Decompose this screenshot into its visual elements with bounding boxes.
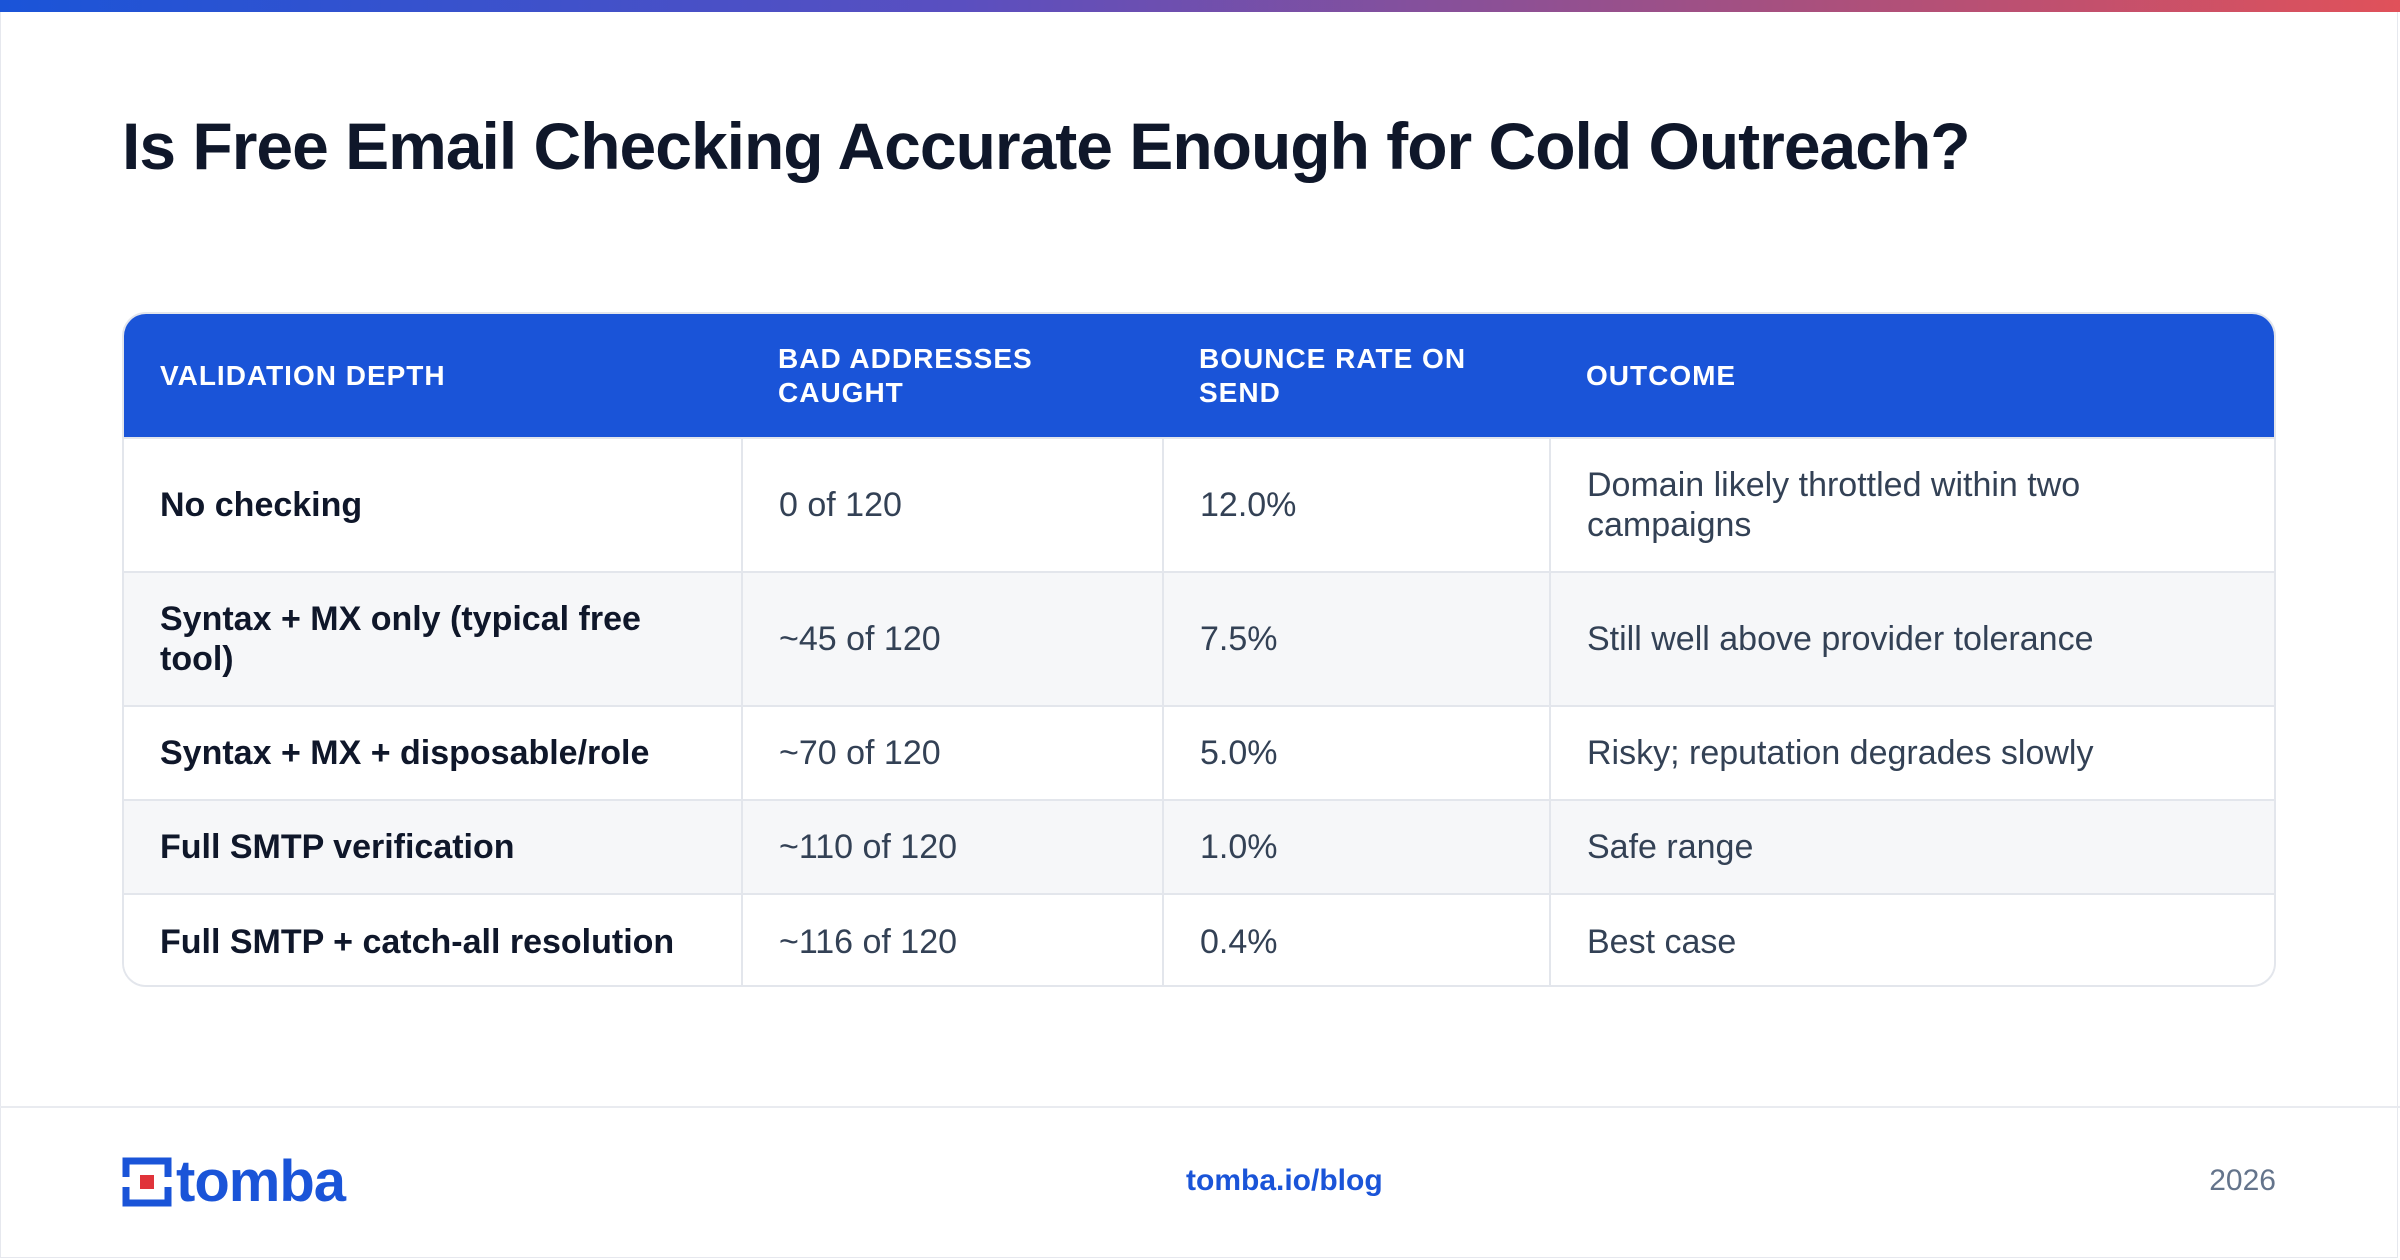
tomba-logo-icon bbox=[122, 1157, 172, 1207]
bad-addresses-cell: 0 of 120 bbox=[741, 438, 1163, 572]
validation-depth-cell: Syntax + MX only (typical free tool) bbox=[160, 600, 641, 678]
column-header-validation-depth: VALIDATION DEPTH bbox=[160, 359, 446, 391]
validation-depth-cell: Syntax + MX + disposable/role bbox=[160, 734, 650, 772]
bad-addresses-cell: ~116 of 120 bbox=[741, 894, 1163, 985]
validation-depth-cell: Full SMTP + catch-all resolution bbox=[160, 922, 675, 961]
table-header-row: VALIDATION DEPTH BAD ADDRESSES CAUGHT BO… bbox=[124, 314, 2274, 438]
blog-link[interactable]: tomba.io/blog bbox=[1186, 1164, 1383, 1197]
column-header-outcome: OUTCOME bbox=[1586, 359, 1737, 391]
bounce-rate-cell: 0.4% bbox=[1162, 894, 1550, 985]
table-row: Full SMTP + catch-all resolution ~116 of… bbox=[124, 894, 2274, 985]
bounce-rate-cell: 1.0% bbox=[1162, 800, 1550, 894]
column-header-bounce-rate: BOUNCE RATE ON SEND bbox=[1199, 342, 1467, 408]
footer-year: 2026 bbox=[2209, 1164, 2276, 1197]
outcome-cell: Still well above provider tolerance bbox=[1549, 572, 2274, 706]
bad-addresses-cell: ~110 of 120 bbox=[741, 800, 1163, 894]
top-gradient-bar bbox=[0, 0, 2400, 12]
outcome-cell: Risky; reputation degrades slowly bbox=[1549, 706, 2274, 800]
bad-addresses-cell: ~70 of 120 bbox=[741, 706, 1163, 800]
table-row: Full SMTP verification ~110 of 120 1.0% … bbox=[124, 800, 2274, 894]
outcome-cell: Domain likely throttled within two campa… bbox=[1549, 438, 2274, 572]
validation-depth-cell: Full SMTP verification bbox=[160, 828, 515, 866]
bounce-rate-cell: 5.0% bbox=[1162, 706, 1550, 800]
table-row: No checking 0 of 120 12.0% Domain likely… bbox=[124, 438, 2274, 572]
bounce-rate-cell: 7.5% bbox=[1162, 572, 1550, 706]
column-header-bad-addresses: BAD ADDRESSES CAUGHT bbox=[778, 342, 1033, 408]
table-row: Syntax + MX + disposable/role ~70 of 120… bbox=[124, 706, 2274, 800]
table-row: Syntax + MX only (typical free tool) ~45… bbox=[124, 572, 2274, 706]
brand-logo[interactable]: tomba bbox=[122, 1149, 346, 1214]
page-title: Is Free Email Checking Accurate Enough f… bbox=[122, 109, 1971, 183]
comparison-table: VALIDATION DEPTH BAD ADDRESSES CAUGHT BO… bbox=[122, 312, 2276, 987]
bad-addresses-cell: ~45 of 120 bbox=[741, 572, 1163, 706]
footer-divider bbox=[0, 1106, 2400, 1108]
bounce-rate-cell: 12.0% bbox=[1162, 438, 1550, 572]
brand-name: tomba bbox=[176, 1149, 346, 1214]
outcome-cell: Safe range bbox=[1549, 800, 2274, 894]
validation-depth-cell: No checking bbox=[160, 486, 363, 524]
outcome-cell: Best case bbox=[1549, 894, 2274, 985]
